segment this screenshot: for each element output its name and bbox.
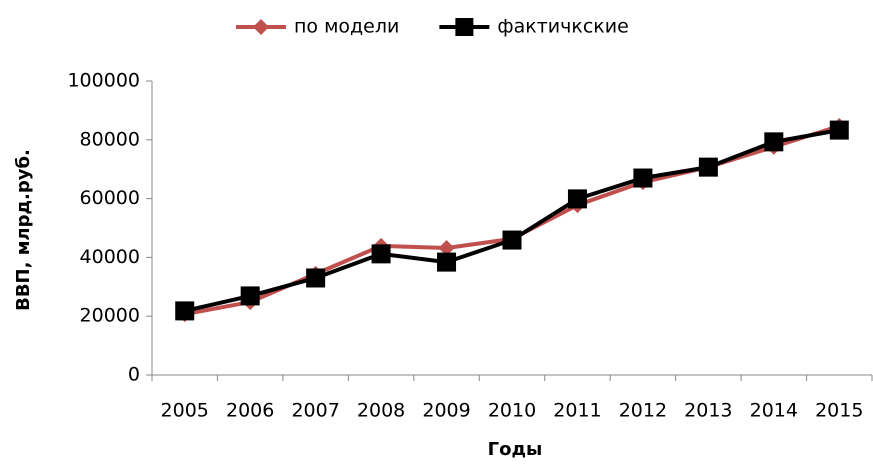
- y-tick-label: 80000: [80, 128, 140, 150]
- y-tick-label: 0: [128, 364, 140, 386]
- data-point: [829, 120, 849, 140]
- y-tick-label: 20000: [80, 305, 140, 327]
- x-tick-label: 2010: [488, 400, 536, 422]
- data-point: [306, 268, 326, 288]
- x-tick-label: 2015: [815, 400, 863, 422]
- x-tick-label: 2006: [226, 400, 274, 422]
- data-point: [567, 189, 587, 209]
- data-point: [437, 252, 457, 272]
- data-point: [438, 239, 455, 256]
- data-point: [371, 244, 391, 264]
- data-point: [698, 157, 718, 177]
- x-axis-title: Годы: [488, 439, 543, 460]
- x-tick-label: 2005: [161, 400, 209, 422]
- legend-label: фактичкские: [497, 16, 628, 38]
- y-axis-title: ВВП, млрд.руб.: [13, 149, 34, 311]
- x-tick-label: 2012: [619, 400, 667, 422]
- data-point: [175, 301, 195, 321]
- legend-marker: [253, 19, 269, 35]
- legend-label: по модели: [294, 16, 399, 38]
- y-tick-label: 100000: [67, 70, 140, 92]
- data-point: [764, 132, 784, 152]
- x-tick-label: 2011: [553, 400, 601, 422]
- y-tick-label: 60000: [80, 187, 140, 209]
- y-tick-label: 40000: [80, 246, 140, 268]
- data-point: [502, 230, 522, 250]
- x-tick-label: 2014: [750, 400, 798, 422]
- x-tick-label: 2013: [684, 400, 732, 422]
- x-tick-label: 2008: [357, 400, 405, 422]
- x-tick-label: 2007: [291, 400, 339, 422]
- data-point: [240, 286, 260, 306]
- x-tick-label: 2009: [422, 400, 470, 422]
- legend-marker: [455, 18, 474, 36]
- data-point: [633, 168, 653, 188]
